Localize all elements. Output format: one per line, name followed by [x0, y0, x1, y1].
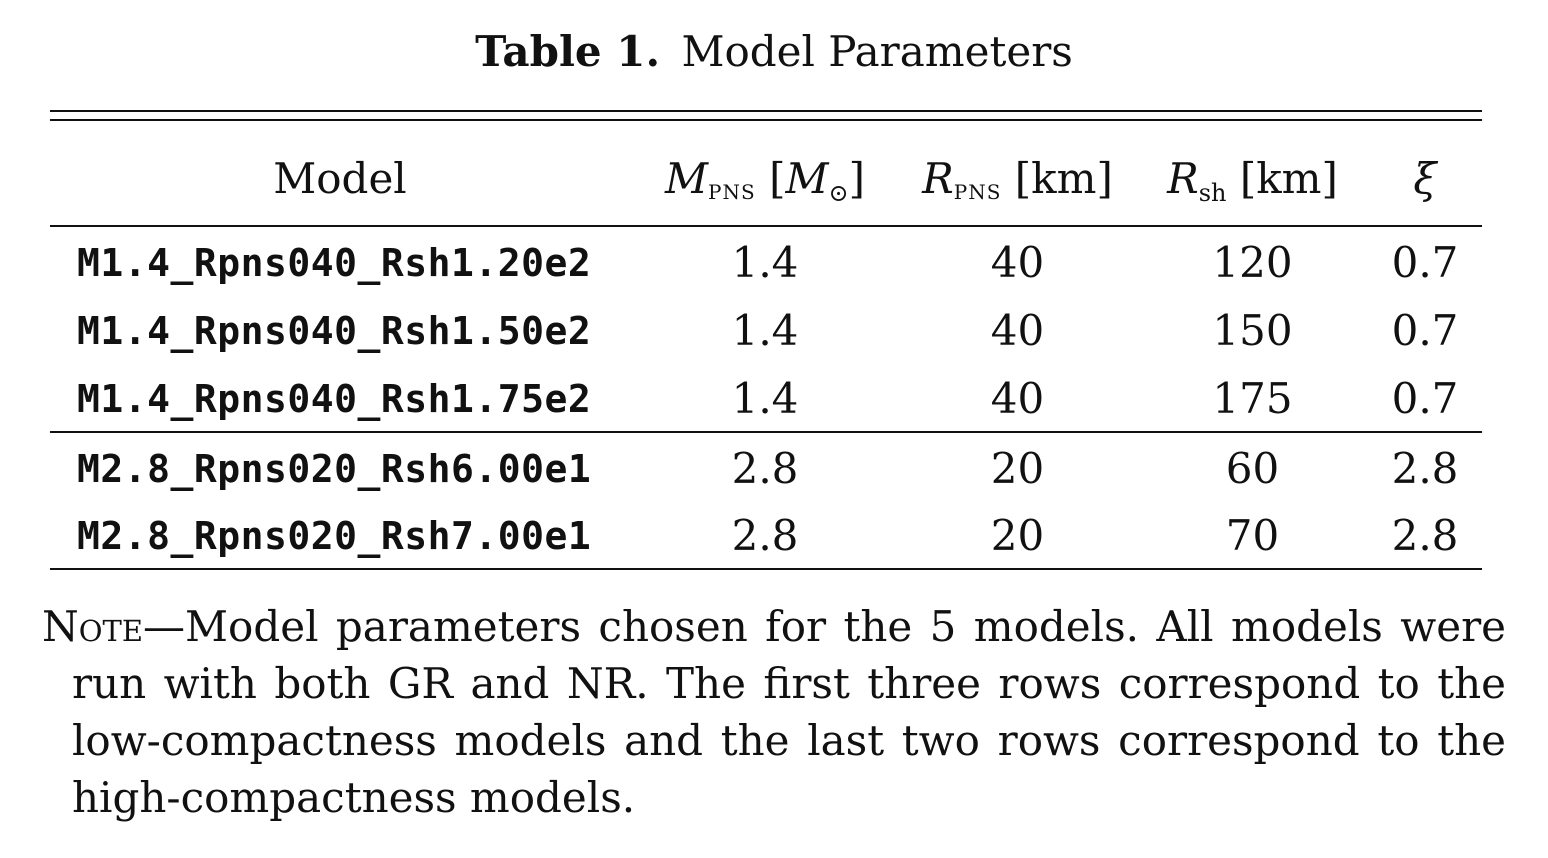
header-rsh-symbol: R — [1167, 154, 1199, 203]
row-2-mpns: 1.4 — [731, 306, 799, 355]
row-1-mpns: 1.4 — [731, 238, 799, 287]
header-mpns-unit-close: ] — [848, 154, 865, 203]
row-2-rpns: 40 — [990, 306, 1045, 355]
note-keyword: Note — [42, 602, 144, 651]
row-4-model: M2.8_Rpns020_Rsh6.00e1 — [77, 447, 592, 491]
row-5-rsh: 70 — [1225, 511, 1280, 560]
header-rule — [50, 225, 1482, 227]
row-5-rpns: 20 — [990, 511, 1045, 560]
row-3-rpns: 40 — [990, 374, 1045, 423]
table-note: Note—Model parameters chosen for the 5 m… — [42, 598, 1506, 826]
row-1-xi: 0.7 — [1391, 238, 1459, 287]
header-mpns: MPNS [M⊙] — [640, 154, 890, 218]
table-label: Table 1. — [475, 27, 661, 76]
row-4-mpns: 2.8 — [731, 444, 799, 493]
top-rule-2 — [50, 119, 1482, 121]
header-rpns-subscript: PNS — [953, 180, 1002, 204]
header-rpns: RPNS [km] — [900, 154, 1135, 217]
top-rule-1 — [50, 110, 1482, 112]
header-mpns-unit-symbol: M — [785, 154, 829, 203]
row-1-model: M1.4_Rpns040_Rsh1.20e2 — [77, 241, 592, 285]
row-3-xi: 0.7 — [1391, 374, 1459, 423]
header-mpns-unit-subscript: ⊙ — [828, 179, 849, 207]
row-1-rpns: 40 — [990, 238, 1045, 287]
header-xi: ξ — [1413, 154, 1437, 203]
row-4-rsh: 60 — [1225, 444, 1280, 493]
header-mpns-symbol: M — [665, 154, 709, 203]
table-caption: Table 1. Model Parameters — [0, 24, 1548, 80]
row-3-model: M1.4_Rpns040_Rsh1.75e2 — [77, 377, 592, 421]
row-5-xi: 2.8 — [1391, 511, 1459, 560]
row-3-mpns: 1.4 — [731, 374, 799, 423]
row-2-model: M1.4_Rpns040_Rsh1.50e2 — [77, 309, 592, 353]
row-3-rsh: 175 — [1212, 374, 1293, 423]
header-rpns-symbol: R — [922, 154, 954, 203]
header-rsh-subscript: sh — [1198, 179, 1227, 207]
row-1-rsh: 120 — [1212, 238, 1293, 287]
row-4-xi: 2.8 — [1391, 444, 1459, 493]
note-text: —Model parameters chosen for the 5 model… — [72, 602, 1506, 822]
header-rpns-unit: [km] — [1014, 154, 1113, 203]
row-5-mpns: 2.8 — [731, 511, 799, 560]
row-5-model: M2.8_Rpns020_Rsh7.00e1 — [77, 514, 592, 558]
header-rsh-unit: [km] — [1239, 154, 1338, 203]
group-separator-rule — [50, 431, 1482, 433]
bottom-rule — [50, 568, 1482, 570]
row-4-rpns: 20 — [990, 444, 1045, 493]
header-mpns-unit-open: [ — [769, 154, 786, 203]
header-rsh: Rsh [km] — [1135, 154, 1370, 218]
row-2-rsh: 150 — [1212, 306, 1293, 355]
table-title: Model Parameters — [681, 27, 1073, 76]
header-mpns-subscript: PNS — [708, 180, 756, 204]
row-2-xi: 0.7 — [1391, 306, 1459, 355]
header-model: Model — [273, 154, 407, 203]
